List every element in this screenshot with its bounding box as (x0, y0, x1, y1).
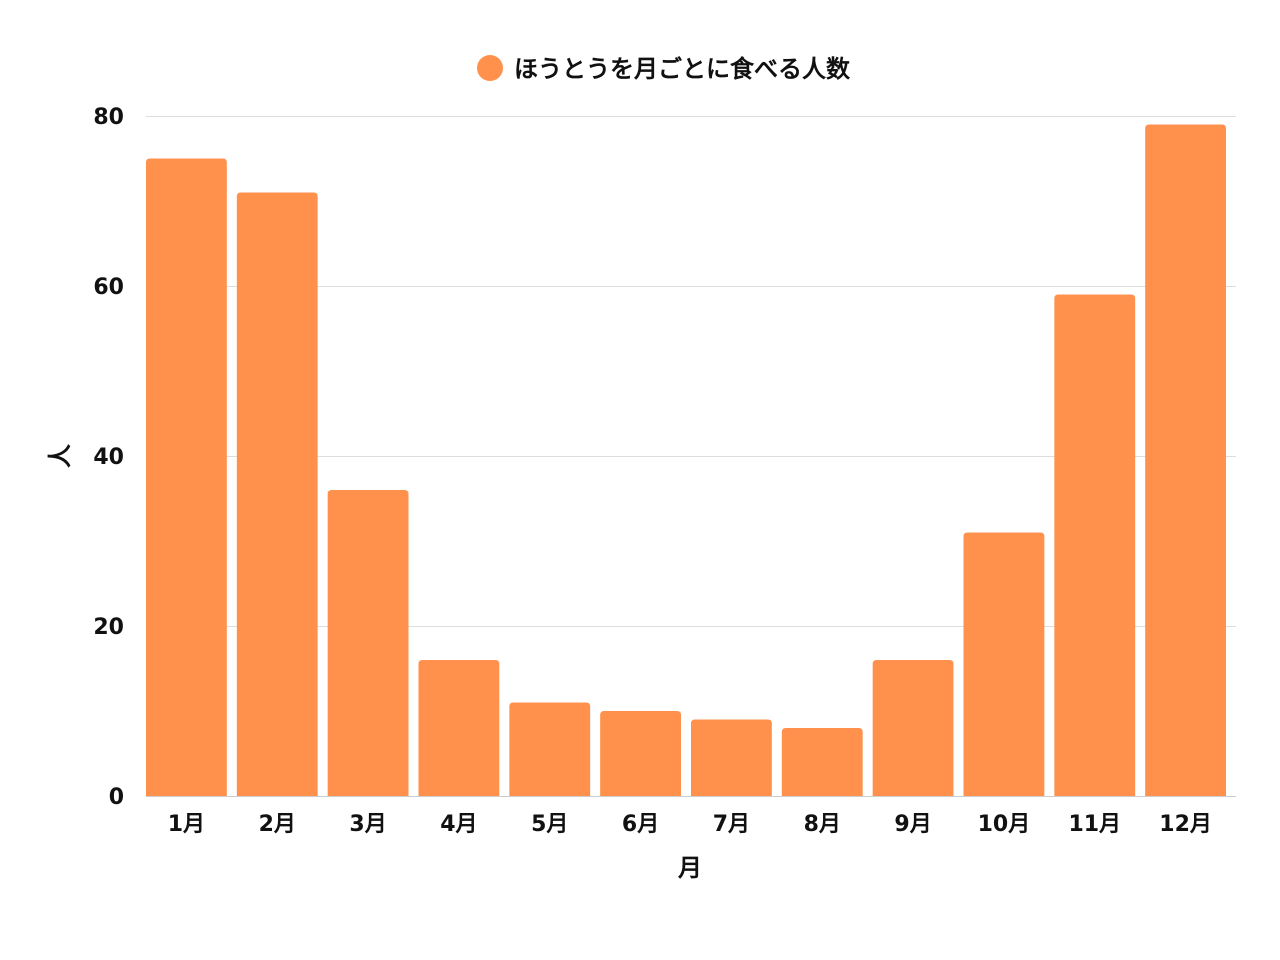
x-tick-label: 10月 (978, 812, 1031, 837)
bar-5 (509, 702, 591, 796)
y-tick-label: 40 (93, 445, 124, 470)
y-tick-label: 80 (93, 105, 124, 130)
y-axis-ticks: 0 20 40 60 80 (93, 105, 124, 810)
bar-7 (691, 719, 772, 796)
x-tick-label: 7月 (713, 812, 750, 837)
bar-8 (781, 728, 863, 796)
bars (146, 124, 1226, 796)
x-tick-label: 8月 (804, 812, 841, 837)
bar-12 (1145, 124, 1226, 796)
y-tick-label: 20 (93, 615, 124, 640)
legend-label: ほうとうを月ごとに食べる人数 (514, 55, 851, 83)
y-axis-title: 人 (46, 444, 74, 468)
x-tick-label: 12月 (1159, 812, 1212, 837)
x-tick-label: 4月 (440, 812, 477, 837)
x-tick-label: 6月 (622, 812, 659, 837)
bar-1 (146, 158, 227, 796)
bar-2 (236, 192, 318, 796)
x-tick-label: 2月 (259, 812, 296, 837)
x-axis-ticks: 1月 2月 3月 4月 5月 6月 7月 8月 9月 10月 11月 12月 (168, 812, 1212, 837)
bar-6 (600, 711, 681, 796)
bar-4 (418, 660, 500, 796)
x-axis-title: 月 (677, 854, 702, 882)
legend: ほうとうを月ごとに食べる人数 (477, 55, 851, 83)
y-tick-label: 0 (109, 785, 124, 810)
bar-3 (327, 490, 409, 796)
bar-9 (872, 660, 954, 796)
x-tick-label: 9月 (894, 812, 931, 837)
x-tick-label: 11月 (1068, 812, 1121, 837)
bar-10 (963, 532, 1045, 796)
bar-11 (1054, 294, 1136, 796)
x-tick-label: 1月 (168, 812, 205, 837)
x-tick-label: 5月 (531, 812, 568, 837)
x-tick-label: 3月 (349, 812, 386, 837)
y-tick-label: 60 (93, 275, 124, 300)
legend-swatch (477, 55, 503, 81)
